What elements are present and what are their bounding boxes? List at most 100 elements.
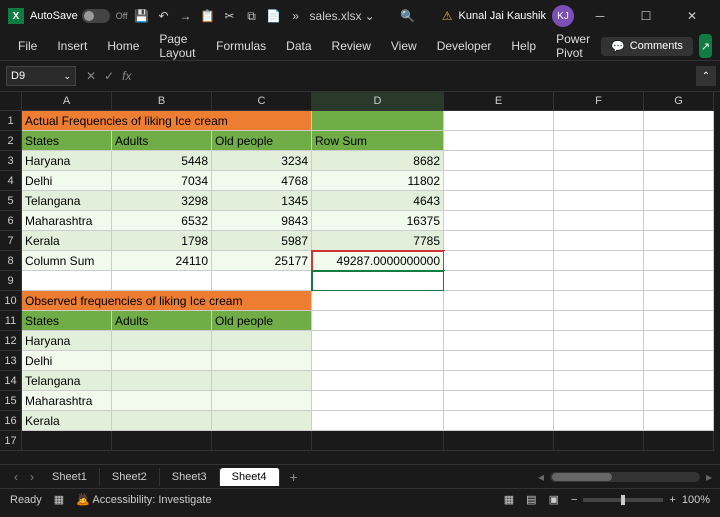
check-icon[interactable]: ✓ [104,69,114,83]
scroll-track[interactable] [550,472,700,482]
row-header[interactable]: 1 [0,111,22,131]
filename[interactable]: sales.xlsx ⌄ [310,9,375,23]
cell[interactable] [444,151,554,171]
cell[interactable] [644,311,714,331]
cell[interactable] [212,391,312,411]
cell[interactable] [312,371,444,391]
cell[interactable]: Old people [212,311,312,331]
view-normal-icon[interactable]: ▦ [504,493,514,506]
fx-label[interactable]: fx [122,69,131,83]
cell[interactable]: Adults [112,311,212,331]
cell[interactable] [112,351,212,371]
close-button[interactable]: ✕ [672,2,712,30]
column-header[interactable]: G [644,92,714,111]
cell[interactable]: 25177 [212,251,312,271]
cell[interactable] [644,411,714,431]
maximize-button[interactable]: ☐ [626,2,666,30]
cell[interactable] [554,171,644,191]
cell[interactable]: Adults [112,131,212,151]
cell[interactable] [444,271,554,291]
clipboard-icon[interactable]: 📋 [200,8,216,24]
cell[interactable] [212,351,312,371]
cell[interactable] [444,131,554,151]
copy-icon[interactable]: ⧉ [244,8,260,24]
cell[interactable]: 6532 [112,211,212,231]
ribbon-tab-file[interactable]: File [8,35,47,57]
column-header[interactable]: D [312,92,444,111]
add-sheet-button[interactable]: + [280,469,308,485]
cell[interactable] [644,351,714,371]
row-header[interactable]: 5 [0,191,22,211]
cell[interactable] [444,431,554,451]
cell[interactable]: 11802 [312,171,444,191]
cell[interactable] [644,271,714,291]
cell[interactable]: 3298 [112,191,212,211]
cell[interactable]: 7785 [312,231,444,251]
undo-icon[interactable]: ↶ [156,8,172,24]
cell[interactable] [554,291,644,311]
row-header[interactable]: 10 [0,291,22,311]
cell[interactable]: Observed frequencies of liking Ice cream [22,291,312,311]
horizontal-scroll[interactable]: ◂ ▸ [308,470,712,484]
cell[interactable] [312,291,444,311]
row-header[interactable]: 9 [0,271,22,291]
row-header[interactable]: 11 [0,311,22,331]
row-header[interactable]: 14 [0,371,22,391]
cell[interactable]: 3234 [212,151,312,171]
cell[interactable]: Delhi [22,171,112,191]
cell[interactable] [212,431,312,451]
ribbon-tab-review[interactable]: Review [322,35,381,57]
toggle-switch[interactable] [82,9,110,23]
cell[interactable]: 4768 [212,171,312,191]
search-icon[interactable]: 🔍 [400,8,416,24]
cell[interactable]: Telangana [22,191,112,211]
column-header[interactable]: C [212,92,312,111]
comments-button[interactable]: 💬 Comments [601,37,693,56]
cell[interactable] [212,331,312,351]
cell[interactable] [554,311,644,331]
cell[interactable]: Haryana [22,331,112,351]
row-header[interactable]: 16 [0,411,22,431]
cell[interactable] [644,331,714,351]
cell[interactable] [554,391,644,411]
ribbon-tab-formulas[interactable]: Formulas [206,35,276,57]
cell[interactable] [112,371,212,391]
cell[interactable] [554,211,644,231]
autosave-toggle[interactable]: AutoSave Off [30,9,128,23]
cell[interactable] [312,431,444,451]
save-icon[interactable]: 💾 [134,8,150,24]
row-header[interactable]: 17 [0,431,22,451]
sheet-tab-sheet1[interactable]: Sheet1 [40,468,100,486]
ribbon-tab-data[interactable]: Data [276,35,321,57]
cell[interactable] [312,271,444,291]
stats-icon[interactable]: ▦ [54,493,64,506]
cell[interactable] [554,151,644,171]
column-header[interactable]: F [554,92,644,111]
more-icon[interactable]: » [288,8,304,24]
ribbon-tab-page-layout[interactable]: Page Layout [149,28,206,64]
cell[interactable] [112,331,212,351]
cell[interactable] [554,351,644,371]
cell[interactable]: Old people [212,131,312,151]
cell[interactable] [644,111,714,131]
cell[interactable]: Kerala [22,231,112,251]
row-header[interactable]: 7 [0,231,22,251]
cell[interactable] [444,371,554,391]
cell[interactable]: 49287.0000000000 [312,251,444,271]
row-header[interactable]: 6 [0,211,22,231]
cell[interactable] [554,191,644,211]
cell[interactable] [444,351,554,371]
cell[interactable] [444,111,554,131]
cell[interactable] [644,391,714,411]
cell[interactable] [444,211,554,231]
accessibility-status[interactable]: 🙇 Accessibility: Investigate [76,493,211,506]
cell[interactable] [644,251,714,271]
cell[interactable] [312,311,444,331]
cell[interactable] [554,111,644,131]
cell[interactable]: Maharashtra [22,211,112,231]
cell[interactable] [644,171,714,191]
row-header[interactable]: 12 [0,331,22,351]
cell[interactable]: Maharashtra [22,391,112,411]
cell[interactable]: 5448 [112,151,212,171]
cell[interactable] [554,371,644,391]
